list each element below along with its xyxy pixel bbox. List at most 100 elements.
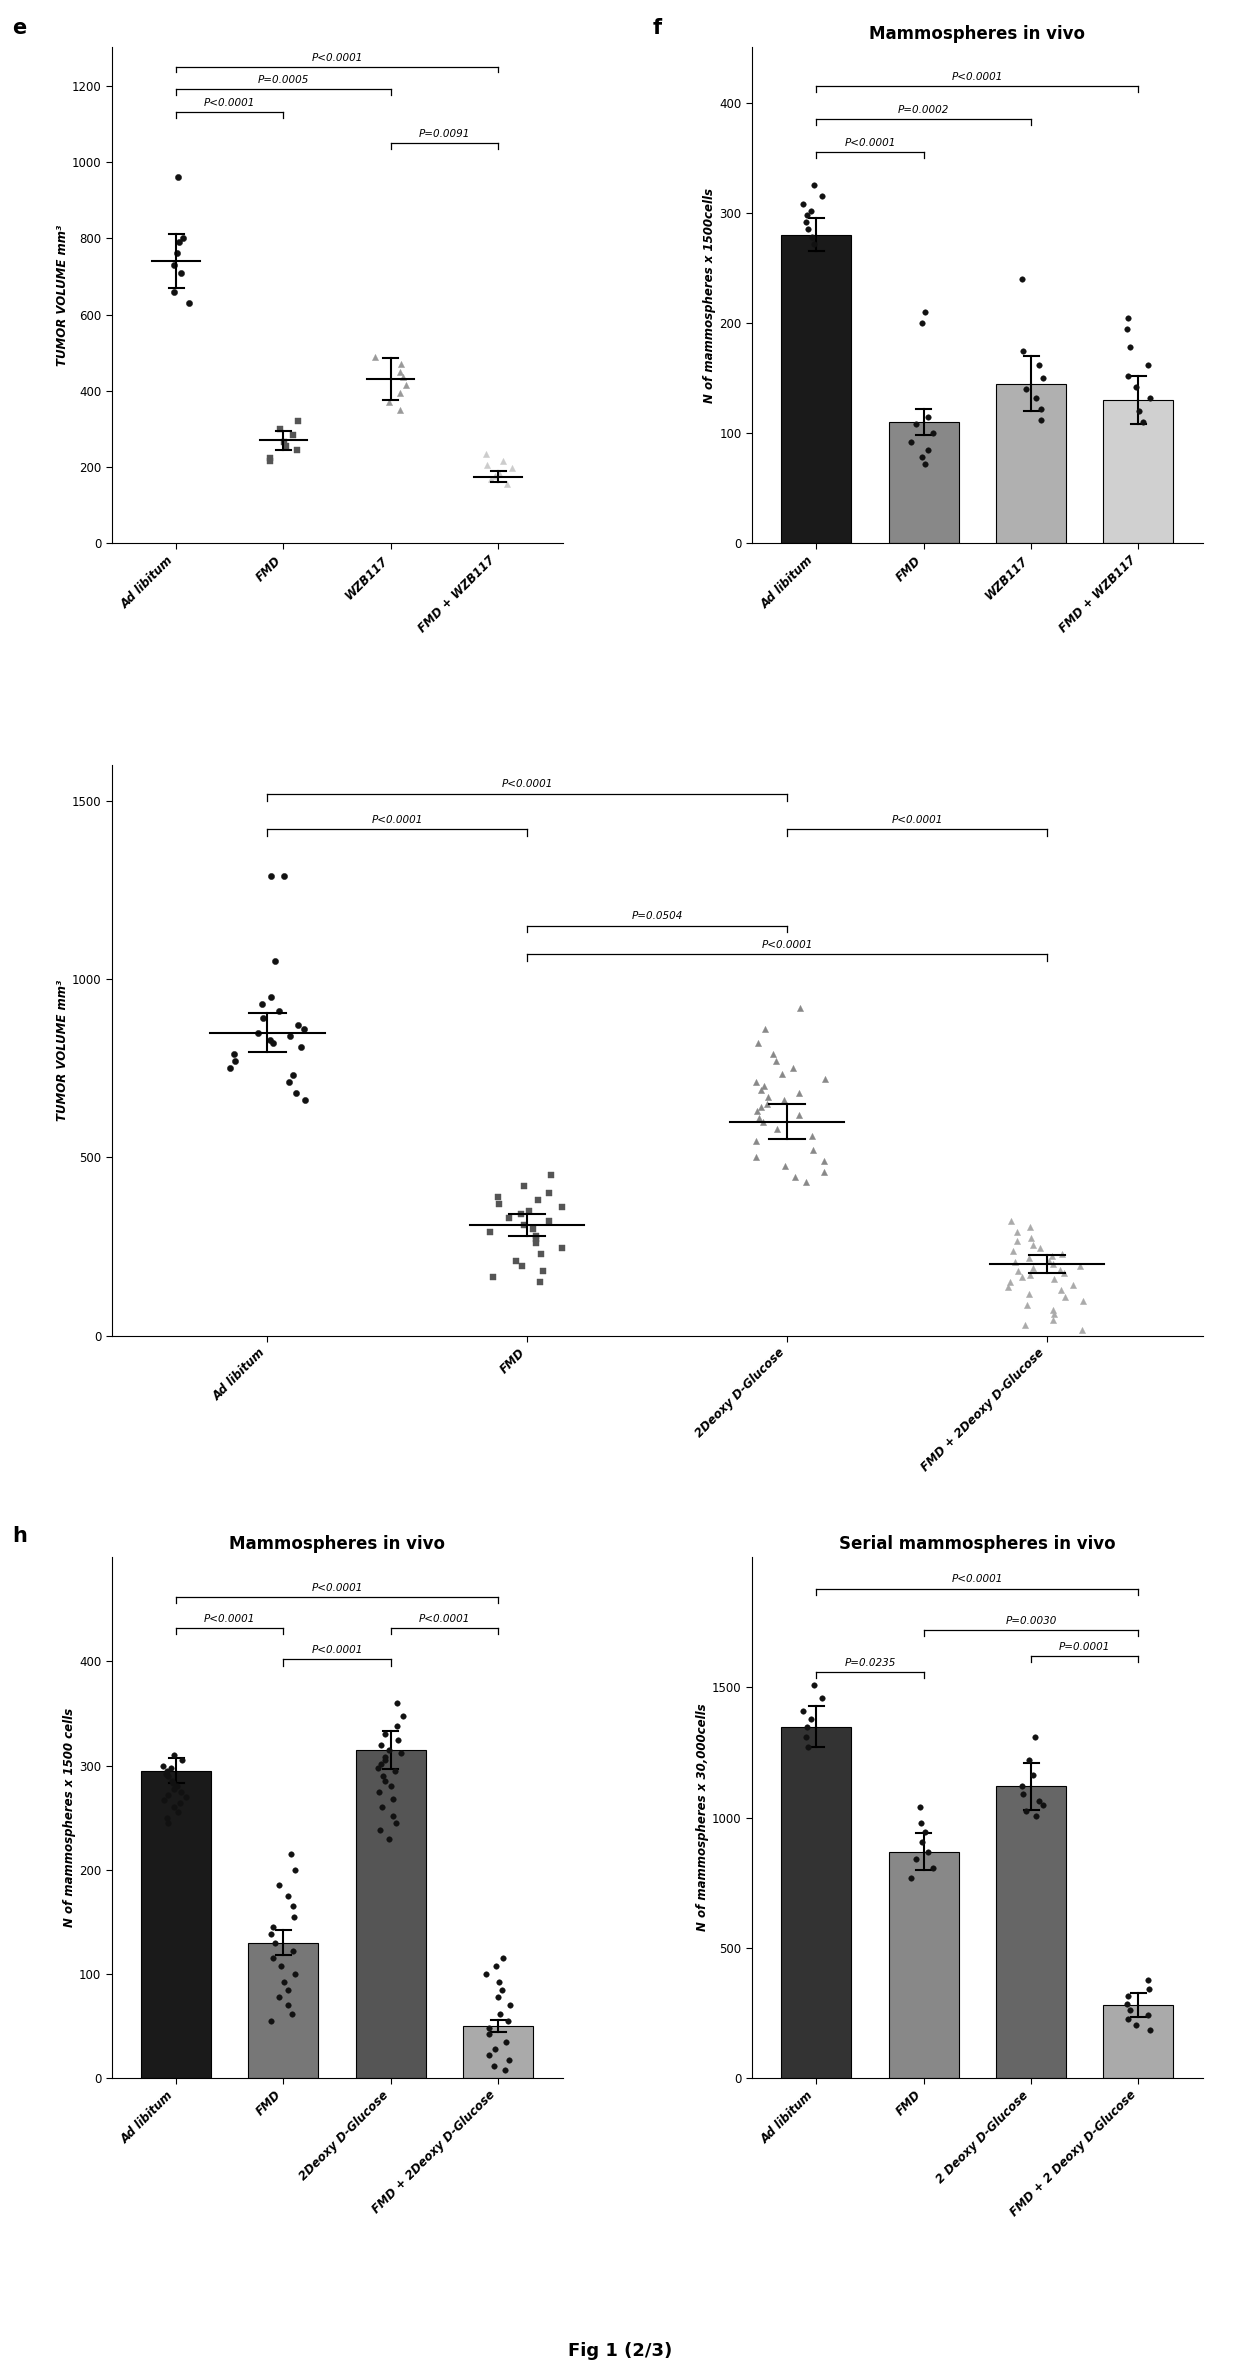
- Point: [1133, 403, 1153, 441]
- Point: [164, 1770, 184, 1807]
- Point: [388, 1720, 408, 1758]
- Point: [262, 1914, 281, 1952]
- Point: [476, 446, 496, 484]
- Point: [263, 1940, 283, 1978]
- Point: [279, 1063, 299, 1101]
- Point: [915, 1812, 935, 1850]
- Y-axis label: N of mammospheres x 30,000cells: N of mammospheres x 30,000cells: [696, 1703, 709, 1931]
- Point: [496, 2023, 516, 2061]
- Point: [515, 1167, 534, 1205]
- Title: Mammospheres in vivo: Mammospheres in vivo: [229, 1535, 445, 1554]
- Point: [1138, 1971, 1158, 2009]
- Point: [1055, 1279, 1075, 1316]
- Point: [763, 1034, 782, 1072]
- Point: [281, 1836, 301, 1874]
- Text: P=0.0005: P=0.0005: [258, 76, 309, 85]
- Point: [480, 2035, 500, 2073]
- Point: [906, 406, 926, 444]
- Point: [283, 415, 303, 453]
- Point: [281, 1995, 301, 2033]
- Point: [527, 1217, 547, 1255]
- Point: [226, 1041, 246, 1079]
- Point: [1043, 1300, 1063, 1338]
- Point: [270, 410, 290, 448]
- Point: [379, 1732, 399, 1770]
- Point: [164, 273, 184, 311]
- Text: P<0.0001: P<0.0001: [951, 1575, 1003, 1584]
- Point: [797, 1708, 817, 1746]
- Point: [167, 1793, 187, 1831]
- Point: [815, 1153, 835, 1191]
- Point: [376, 1715, 396, 1753]
- Point: [789, 1075, 808, 1112]
- Point: [393, 1696, 413, 1734]
- Point: [381, 1767, 401, 1805]
- Point: [805, 1665, 825, 1703]
- Point: [373, 1758, 393, 1796]
- Point: [1117, 1978, 1137, 2016]
- Title: Mammospheres in vivo: Mammospheres in vivo: [869, 26, 1085, 43]
- Point: [1070, 1248, 1090, 1286]
- Point: [533, 1252, 553, 1290]
- Point: [911, 439, 931, 477]
- Point: [998, 1269, 1018, 1307]
- Point: [1006, 1243, 1025, 1281]
- Point: [383, 1779, 403, 1817]
- Point: [1120, 327, 1140, 365]
- Point: [262, 2002, 281, 2040]
- Y-axis label: N of mammospheres x 1500cells: N of mammospheres x 1500cells: [703, 187, 717, 403]
- Point: [248, 1013, 268, 1051]
- Point: [815, 1141, 835, 1179]
- Point: [539, 1174, 559, 1212]
- Point: [804, 225, 823, 263]
- Title: Serial mammospheres in vivo: Serial mammospheres in vivo: [839, 1535, 1116, 1554]
- Point: [386, 1803, 405, 1841]
- Point: [749, 1098, 769, 1136]
- Point: [906, 1841, 926, 1879]
- Point: [275, 427, 295, 465]
- Point: [802, 1117, 822, 1155]
- Point: [490, 1995, 510, 2033]
- Point: [754, 1067, 774, 1105]
- Point: [164, 1765, 184, 1803]
- Point: [278, 1985, 298, 2023]
- Point: [1012, 1257, 1032, 1295]
- Point: [911, 1824, 931, 1862]
- Point: [1043, 1290, 1063, 1328]
- Point: [758, 1077, 777, 1115]
- Bar: [356, 1751, 425, 2078]
- Point: [804, 1131, 823, 1169]
- Point: [397, 365, 417, 403]
- Point: [387, 1684, 407, 1722]
- Point: [486, 2030, 506, 2068]
- Point: [1030, 389, 1050, 427]
- Point: [502, 448, 522, 486]
- Point: [476, 1955, 496, 1992]
- Text: P<0.0001: P<0.0001: [205, 1613, 255, 1625]
- Point: [1016, 1307, 1035, 1345]
- Text: P<0.0001: P<0.0001: [311, 1582, 363, 1592]
- Point: [1138, 346, 1158, 384]
- Point: [378, 1819, 398, 1857]
- Point: [775, 1148, 795, 1186]
- Text: P<0.0001: P<0.0001: [311, 1646, 363, 1656]
- Point: [794, 1691, 813, 1729]
- Point: [489, 1978, 508, 2016]
- Point: [486, 1947, 506, 1985]
- Point: [801, 1701, 821, 1739]
- Point: [494, 1940, 513, 1978]
- Text: Fig 1 (2/3): Fig 1 (2/3): [568, 2341, 672, 2360]
- Y-axis label: TUMOR VOLUME mm³: TUMOR VOLUME mm³: [56, 225, 68, 365]
- Point: [755, 1010, 775, 1048]
- Point: [167, 235, 187, 273]
- Point: [283, 1888, 303, 1926]
- Point: [489, 453, 508, 491]
- Point: [799, 211, 818, 249]
- Point: [164, 1788, 184, 1826]
- Point: [285, 1955, 305, 1992]
- Bar: [889, 1853, 959, 2078]
- Bar: [141, 1772, 211, 2078]
- Point: [1050, 1250, 1070, 1288]
- Point: [1013, 332, 1033, 370]
- Point: [366, 337, 386, 375]
